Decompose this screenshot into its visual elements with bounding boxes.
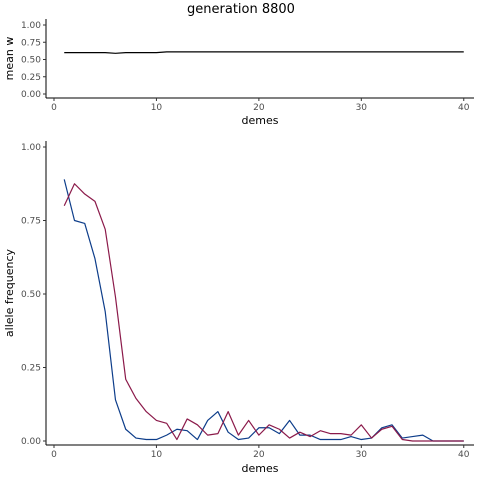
- bottom-panel: 0 10 20 30 40 0.00 0.25 0.50 0.75 1.00 demes allele…: [3, 141, 474, 475]
- y-axis-title: mean w: [3, 37, 16, 81]
- x-tick-label: 0: [51, 103, 57, 113]
- y-axis-title: allele frequency: [3, 248, 16, 337]
- y-tick-label: 0.25: [21, 364, 41, 374]
- x-tick-label: 20: [253, 450, 265, 460]
- x-tick-label: 0: [51, 450, 57, 460]
- y-tick-label: 0.75: [21, 217, 41, 227]
- x-tick-label: 10: [151, 103, 163, 113]
- x-tick-label: 30: [356, 103, 368, 113]
- y-tick-label: 0.50: [21, 56, 41, 66]
- x-axis-title: demes: [242, 114, 279, 127]
- series-line-1: [64, 51, 464, 54]
- series-line-2: [63, 183, 464, 442]
- y-tick-label: 0.50: [21, 290, 41, 300]
- x-tick-label: 10: [151, 450, 163, 460]
- y-tick-label: 0.25: [21, 73, 41, 83]
- x-axis-title: demes: [242, 462, 279, 475]
- x-tick-label: 20: [253, 103, 265, 113]
- plot-title: generation 8800: [187, 2, 295, 17]
- x-tick-label: 40: [458, 103, 470, 113]
- top-panel: 0 10 20 30 40 0.00 0.25 0.50 0.75 1.00 demes mean w: [3, 19, 474, 127]
- x-tick-label: 30: [356, 450, 368, 460]
- series-line-1: [63, 179, 464, 442]
- y-tick-label: 0.00: [21, 437, 41, 447]
- y-tick-label: 0.75: [21, 38, 41, 48]
- y-tick-label: 0.00: [21, 90, 41, 100]
- x-tick-label: 40: [458, 450, 470, 460]
- y-tick-label: 1.00: [21, 21, 41, 31]
- y-tick-label: 1.00: [21, 143, 41, 153]
